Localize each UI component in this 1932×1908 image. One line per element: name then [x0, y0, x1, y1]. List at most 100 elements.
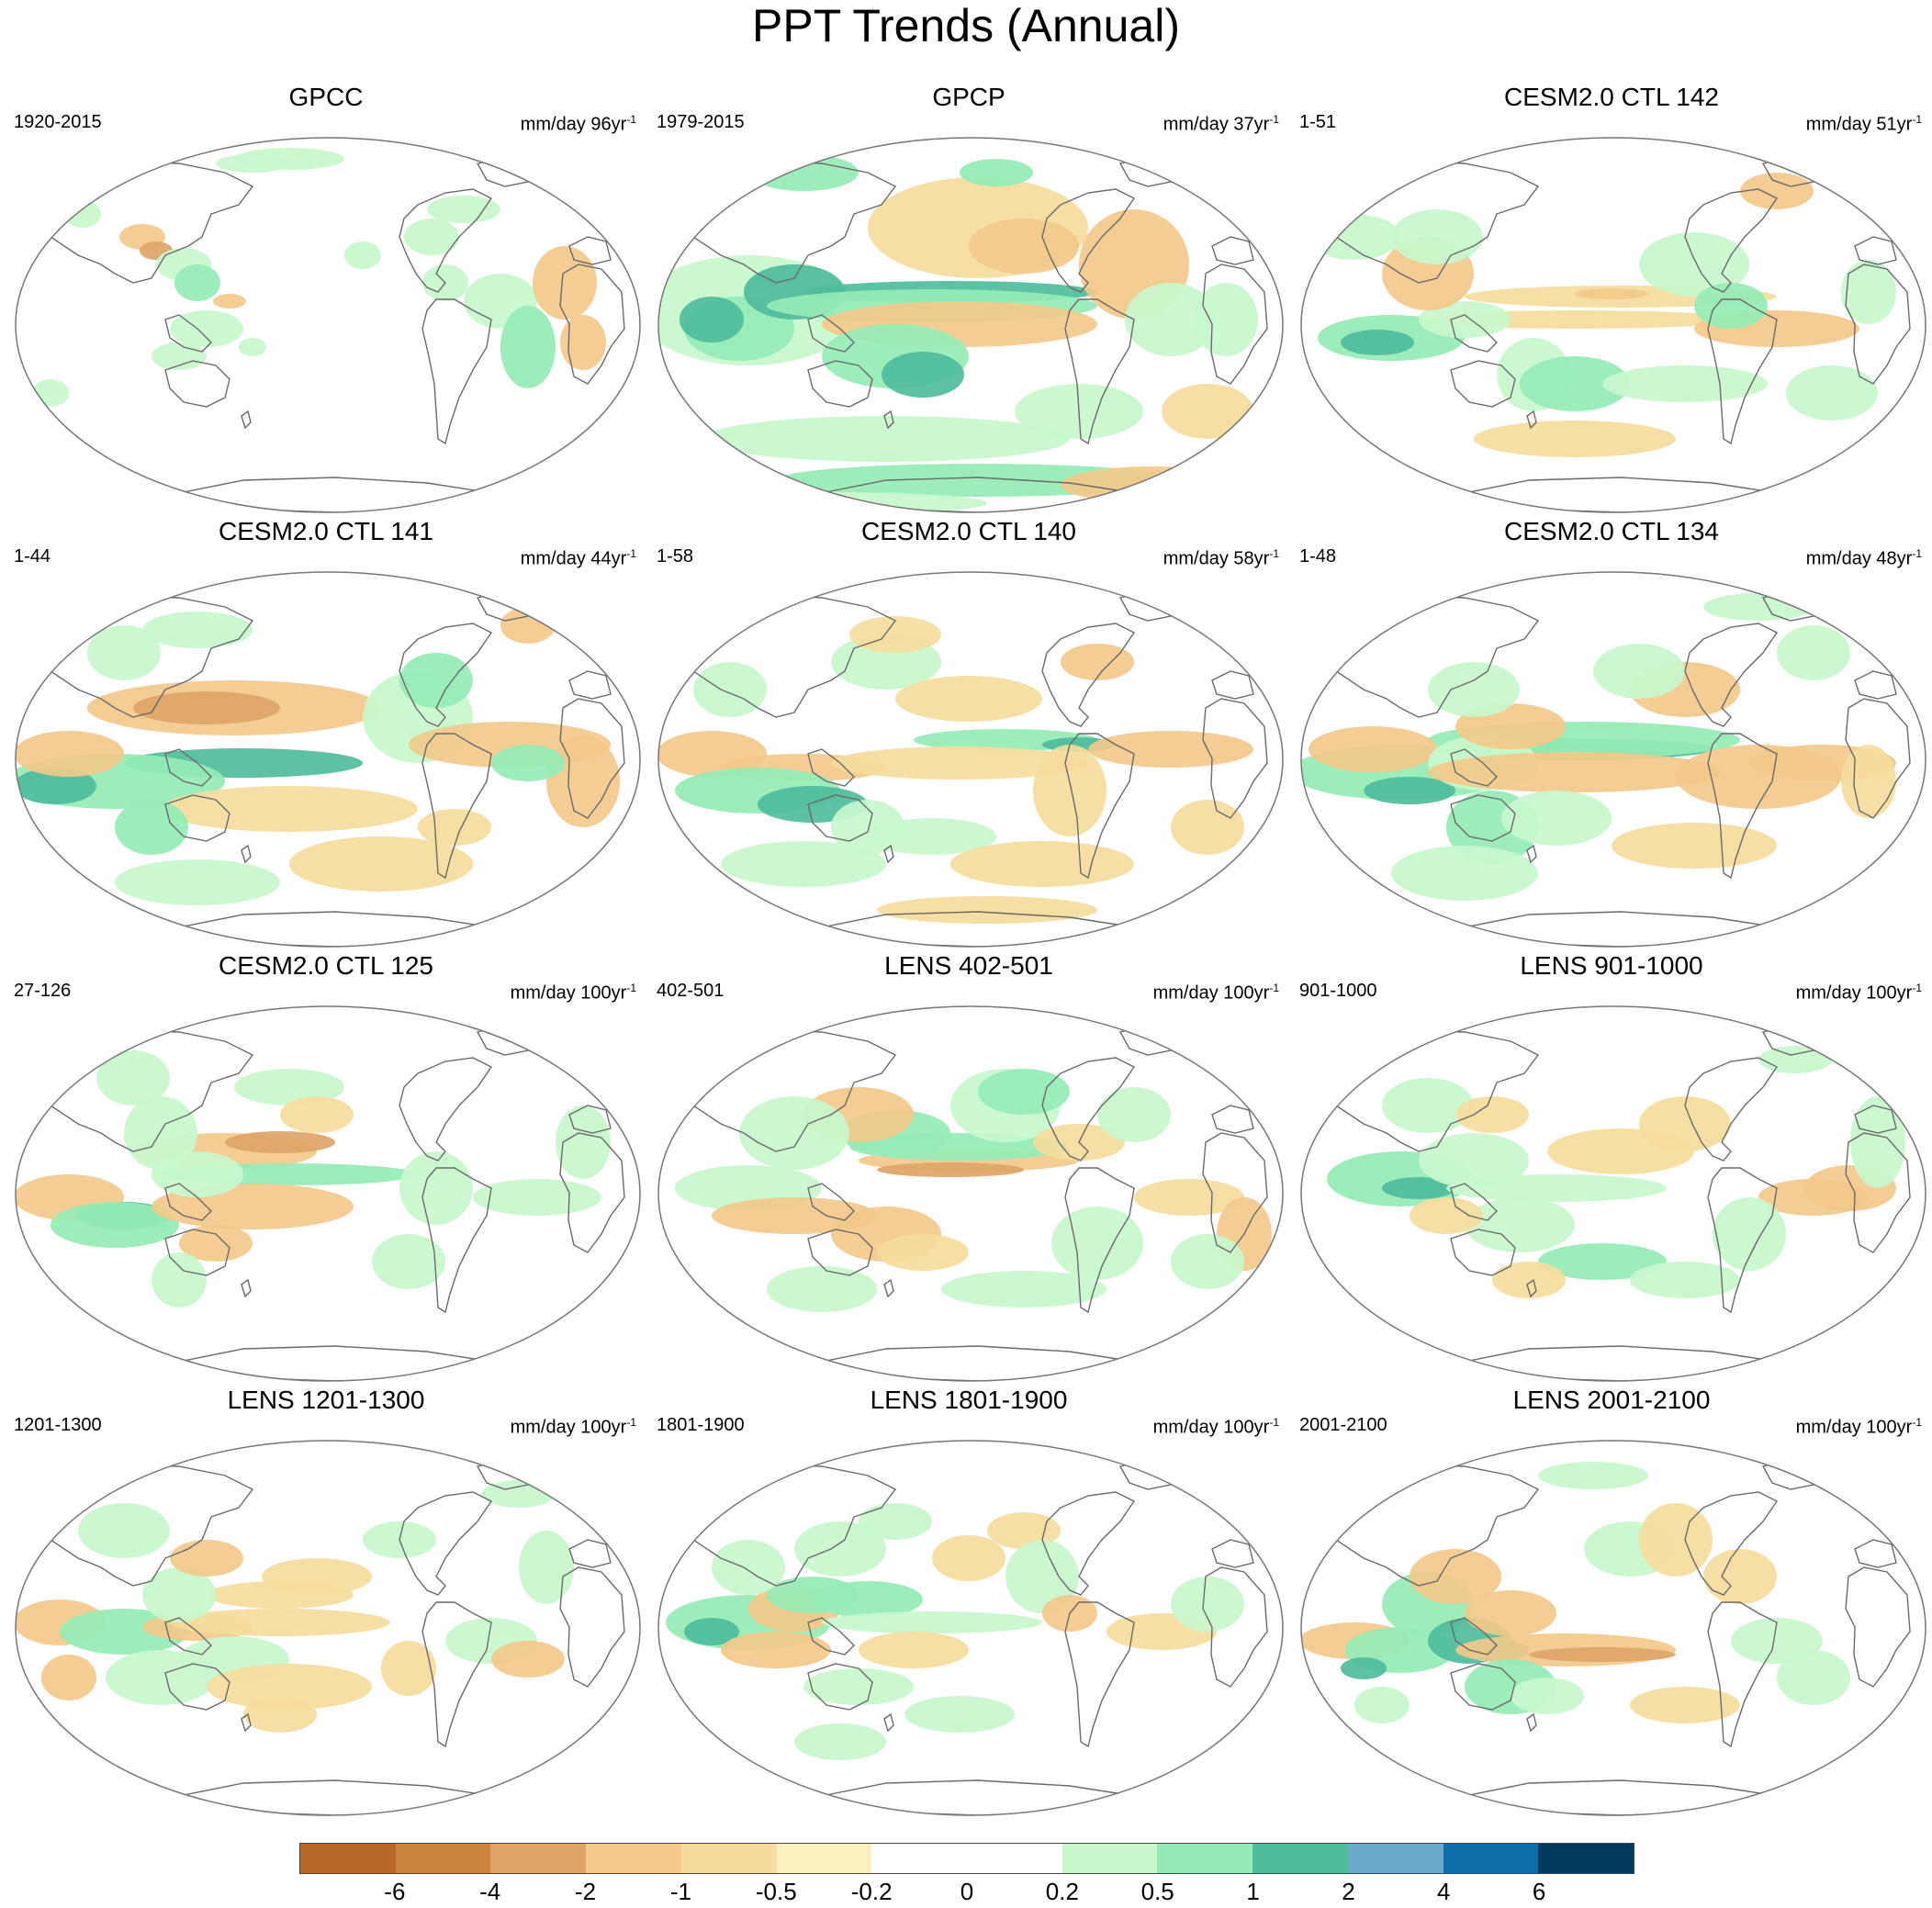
- panel-title: GPCC: [288, 83, 364, 111]
- colorbar-swatch: [1347, 1844, 1443, 1873]
- trend-shading: [1786, 365, 1878, 421]
- map-outline: [15, 1440, 641, 1816]
- map-panel: LENS 1801-1900 1801-1900 mm/day 100yr-1: [647, 1386, 1290, 1817]
- trend-shading: [473, 1179, 601, 1216]
- coastline: [1202, 264, 1268, 385]
- trend-shading: [16, 731, 124, 777]
- colorbar-swatch: [1157, 1844, 1253, 1873]
- trend-shading: [1740, 173, 1814, 209]
- trend-shading: [372, 1234, 445, 1289]
- panel-units-text: mm/day 100yr: [1152, 982, 1270, 1004]
- trend-shading: [225, 1131, 335, 1153]
- coastline: [883, 1278, 894, 1298]
- trend-shading: [1419, 1133, 1529, 1188]
- trend-shading: [1382, 1078, 1474, 1133]
- trend-shading: [1841, 260, 1896, 324]
- map-svg: [1300, 1005, 1926, 1382]
- trend-shading: [813, 1581, 923, 1618]
- trend-shading: [1171, 1577, 1244, 1632]
- coastline: [164, 748, 212, 787]
- map-panel: LENS 402-501 402-501 mm/day 100yr-1: [647, 951, 1290, 1383]
- trend-shading: [1410, 1549, 1501, 1604]
- trend-shading: [239, 338, 266, 356]
- panel-units-text: mm/day 96yr: [520, 114, 627, 135]
- trend-shading: [78, 1503, 170, 1558]
- world-map: [657, 1439, 1285, 1817]
- coastline: [568, 1539, 612, 1568]
- map-panel: CESM2.0 CTL 140 1-58 mm/day 58yr-1: [647, 517, 1290, 948]
- panel-units-exponent: -1: [1269, 1416, 1279, 1429]
- panel-units-text: mm/day 37yr: [1163, 114, 1270, 135]
- coastline: [1684, 1057, 1779, 1162]
- coastline: [1202, 1566, 1268, 1688]
- coastline: [807, 1617, 855, 1655]
- panel-range: 27-126: [14, 981, 72, 1001]
- trend-shading: [1575, 288, 1648, 299]
- trend-shading: [556, 1106, 611, 1179]
- coastline: [1450, 1617, 1498, 1655]
- trend-shading: [693, 662, 767, 717]
- map-outline: [1300, 571, 1926, 948]
- map-panel: LENS 901-1000 901-1000 mm/day 100yr-1: [1290, 951, 1932, 1383]
- trend-shading: [882, 352, 964, 398]
- trend-shading: [1703, 1549, 1777, 1604]
- panel-title: LENS 1801-1900: [870, 1386, 1068, 1414]
- trend-shading: [1446, 1174, 1667, 1202]
- trend-shading: [1005, 1540, 1079, 1613]
- coastline: [1450, 1183, 1498, 1221]
- panel-title: GPCP: [932, 83, 1005, 111]
- trend-shading: [1354, 1687, 1410, 1723]
- trend-shading: [904, 1696, 1015, 1733]
- panel-range: 1-48: [1299, 546, 1337, 567]
- coastline: [568, 236, 612, 265]
- coastline: [399, 623, 493, 727]
- panel-range: 1979-2015: [657, 112, 745, 132]
- panel-range: 1920-2015: [14, 112, 102, 132]
- map-outline: [15, 571, 641, 948]
- coastline: [559, 1566, 625, 1688]
- panel-units: mm/day 100yr-1: [511, 977, 636, 1005]
- trend-shading: [721, 841, 886, 887]
- trend-shading: [831, 746, 1088, 780]
- trend-shading: [1529, 1647, 1676, 1662]
- colorbar-swatch: [967, 1844, 1062, 1873]
- world-map: [657, 570, 1285, 948]
- trend-shading: [702, 416, 1070, 462]
- panel-units-exponent: -1: [626, 982, 636, 994]
- trend-shading: [803, 1668, 914, 1705]
- panel-units-exponent: -1: [1912, 1416, 1922, 1429]
- colorbar-swatch: [1538, 1844, 1634, 1873]
- trend-shading: [859, 1503, 932, 1540]
- colorbar-labels: -6 -4 -2 -1 -0.5 -0.2 0 0.2 0.5 1 2 4 6: [299, 1878, 1634, 1907]
- trend-shading: [41, 1655, 96, 1700]
- map-svg: [15, 1005, 641, 1382]
- trend-shading: [51, 1202, 179, 1248]
- panel-units-exponent: -1: [626, 113, 636, 126]
- trend-shading: [1612, 823, 1777, 869]
- trend-shading: [87, 625, 161, 680]
- coastline: [1526, 1712, 1537, 1733]
- coastline: [399, 1057, 493, 1162]
- coastline: [559, 698, 625, 819]
- map-outline: [1300, 1440, 1926, 1816]
- trend-shading: [877, 1234, 969, 1271]
- world-map: [657, 1005, 1285, 1383]
- map-outline: [657, 137, 1284, 513]
- trend-shading: [739, 1096, 849, 1170]
- trend-shading: [1171, 1234, 1244, 1289]
- trend-shading: [207, 1664, 372, 1710]
- colorbar-tick-label: 4: [1437, 1878, 1451, 1905]
- trend-shading: [170, 310, 243, 347]
- trend-shading: [895, 676, 1042, 722]
- colorbar-boxes: [299, 1843, 1634, 1874]
- trend-shading: [96, 1050, 170, 1106]
- trend-shading: [262, 1558, 372, 1595]
- panel-units: mm/day 58yr-1: [1163, 543, 1279, 570]
- coastline: [1707, 1167, 1778, 1314]
- trend-shading: [1097, 1087, 1171, 1142]
- trend-shading: [124, 1096, 197, 1170]
- trend-shading: [560, 315, 606, 370]
- coastline: [807, 1229, 873, 1276]
- trend-shading: [399, 1151, 473, 1225]
- panel-units-text: mm/day 100yr: [1795, 1417, 1913, 1438]
